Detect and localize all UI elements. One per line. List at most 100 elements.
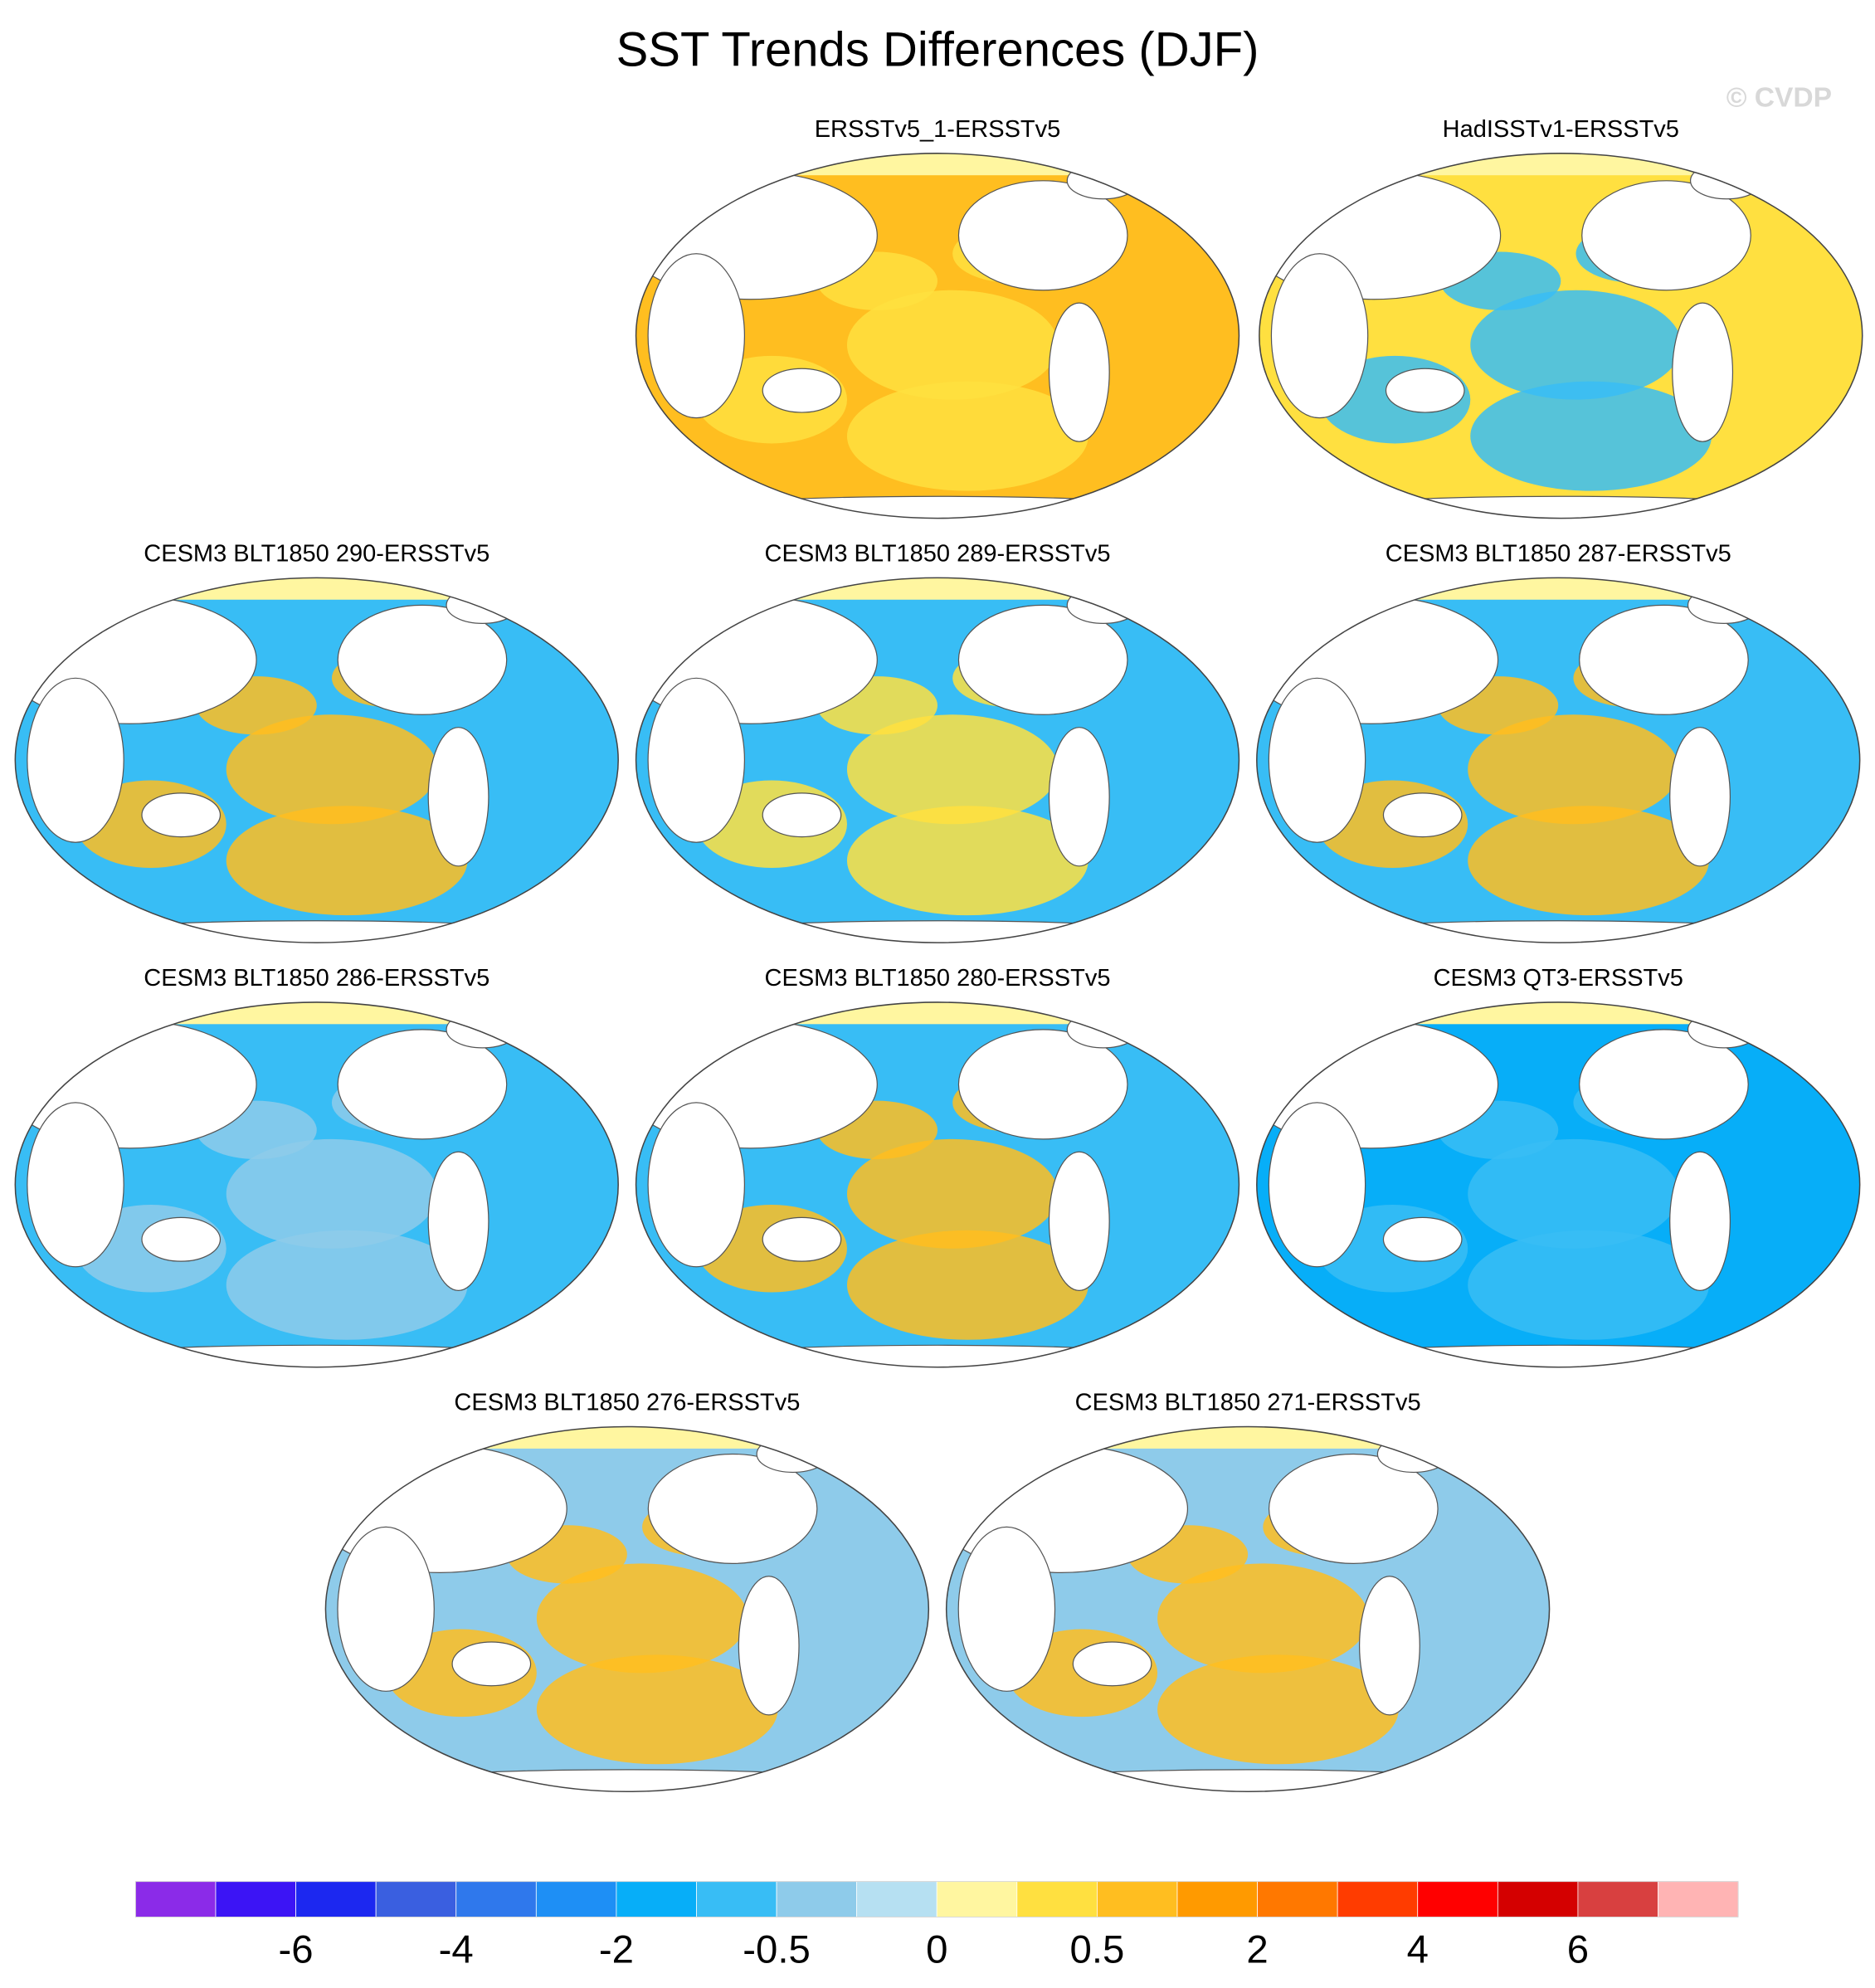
land [1268,677,1366,843]
colorbar-box [1016,1881,1098,1917]
map [636,577,1239,943]
colorbar-label: -2 [599,1927,634,1971]
land [647,1453,818,1565]
arctic [325,1426,929,1449]
land [1581,180,1751,291]
map [1256,1001,1860,1367]
panel-title: CESM3 BLT1850 290-ERSSTv5 [144,541,489,568]
land [337,604,508,715]
field-blob [1470,381,1712,491]
colorbar-box [1417,1881,1498,1917]
map-outline [635,577,1240,943]
land [337,1029,508,1140]
field-blob [226,806,468,916]
colorbar-box [1337,1881,1419,1917]
land [337,1526,435,1692]
map-outline [14,1001,619,1368]
land [1382,1216,1463,1262]
land [141,792,222,838]
field-blob [846,290,1059,400]
land [427,727,489,867]
land [1687,586,1761,624]
colorbar-box [856,1881,938,1917]
field-blob [846,1138,1059,1249]
watermark: © CVDP [1726,82,1832,113]
field-blob [226,714,438,825]
arctic [1256,1001,1860,1025]
panel-title: CESM3 BLT1850 287-ERSSTv5 [1386,541,1731,568]
field-blob [536,1563,748,1674]
colorbar-box [135,1881,217,1917]
land [1270,253,1369,419]
land [427,1151,489,1291]
field-blob [1157,1563,1369,1674]
colorbar-label: 6 [1567,1927,1589,1971]
colorbar-box [295,1881,377,1917]
field-blob [1468,1138,1679,1249]
arctic [636,577,1239,600]
arctic [1259,153,1863,176]
land [1385,368,1465,413]
colorbar-box [616,1881,697,1917]
field-blob [1468,1230,1709,1340]
colorbar-box [455,1881,537,1917]
colorbar-frame [135,1881,1739,1917]
field-blob [1468,806,1709,916]
arctic [636,1001,1239,1025]
field-blob [846,381,1088,491]
land [1669,727,1731,867]
colorbar-label: 2 [1246,1927,1268,1971]
panel-title: CESM3 BLT1850 286-ERSSTv5 [144,965,489,992]
panel-title: CESM3 BLT1850 280-ERSSTv5 [765,965,1111,992]
land [27,1102,124,1268]
field-blob [536,1654,778,1765]
land [1689,162,1764,200]
field-blob [226,1138,438,1249]
colorbar-box [215,1881,296,1917]
map [946,1426,1550,1792]
land [1066,586,1141,624]
panel-title: CESM3 QT3-ERSSTv5 [1434,965,1683,992]
colorbar-box [1497,1881,1579,1917]
arctic [1256,577,1860,600]
field-blob [1157,1654,1399,1765]
land [446,1011,519,1049]
land [957,1029,1128,1140]
colorbar-label: 0.5 [1070,1927,1125,1971]
map-outline [635,153,1240,519]
land [762,368,842,413]
arctic [636,153,1239,176]
figure-title: SST Trends Differences (DJF) [616,22,1259,76]
land [141,1216,222,1262]
field-blob [846,714,1059,825]
panel-title: CESM3 BLT1850 289-ERSSTv5 [765,541,1111,568]
map-outline [1256,577,1861,943]
land [446,586,519,624]
colorbar-box [1257,1881,1338,1917]
land [1048,727,1110,867]
map-outline [1259,153,1863,519]
land [1672,302,1734,442]
field-blob [1470,290,1682,400]
colorbar-box [375,1881,457,1917]
colorbar-box [776,1881,858,1917]
colorbar-box [535,1881,617,1917]
field-blob [226,1230,468,1340]
field-blob [1468,714,1679,825]
land [762,1216,842,1262]
land [1382,792,1463,838]
land [647,677,746,843]
map-outline [635,1001,1240,1368]
land [1072,1641,1152,1687]
field-blob [846,1230,1088,1340]
colorbar-box [1097,1881,1178,1917]
panel-title: CESM3 BLT1850 276-ERSSTv5 [454,1390,800,1416]
colorbar-label: -6 [279,1927,314,1971]
panel-title: CESM3 BLT1850 271-ERSSTv5 [1075,1390,1421,1416]
map-outline [1256,1001,1861,1368]
land [1066,1011,1141,1049]
colorbar-box [1577,1881,1658,1917]
land [1268,1453,1439,1565]
colorbar-box [1658,1881,1739,1917]
